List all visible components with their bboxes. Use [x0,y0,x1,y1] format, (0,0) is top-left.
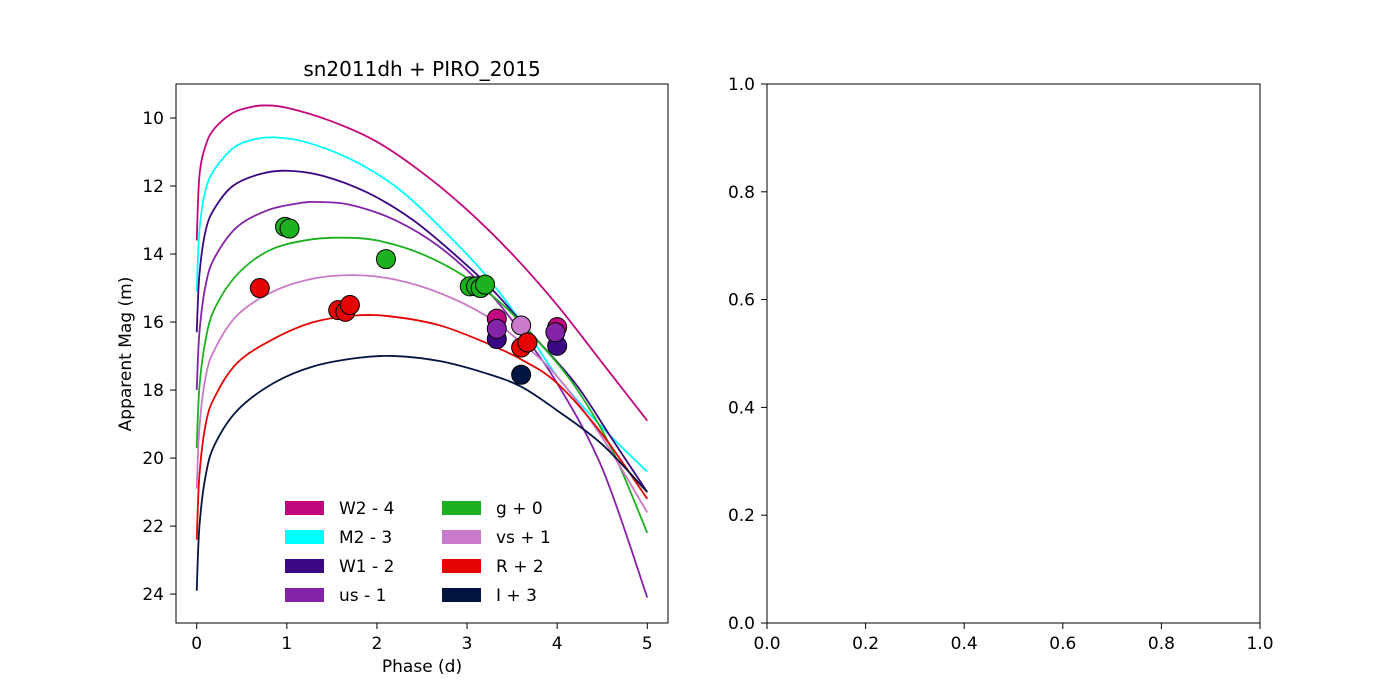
legend-swatch [285,501,324,515]
model-curve-1 [195,136,648,473]
legend-label: M2 - 3 [339,528,392,548]
data-point-3-1 [545,322,566,343]
data-point-3-0 [486,318,507,339]
model-curve-5 [195,274,649,513]
data-point-4-1 [279,218,300,239]
data-point-6-3 [339,295,360,316]
x-tick-label: 0.2 [852,634,879,654]
x-tick-label: 0.8 [1148,634,1175,654]
x-tick-label: 3 [462,634,473,654]
model-curve-4 [195,236,649,534]
y-tick-label: 0.4 [728,398,755,418]
left-x-axis-label: Phase (d) [382,657,462,677]
data-point-7-0 [511,364,532,385]
legend-label: R + 2 [496,557,544,577]
legend-swatch [442,559,481,573]
y-tick-label: 0.0 [728,614,755,634]
data-point-6-0 [249,278,270,299]
y-tick-label: 10 [142,109,164,129]
left-axes-frame [175,83,669,624]
data-point-4-2 [375,249,396,270]
data-point-4-6 [475,274,496,295]
data-point-5-0 [511,315,532,336]
y-tick-label: 0.6 [728,291,755,311]
y-tick-label: 24 [142,585,164,605]
legend-swatch [285,588,324,602]
legend-swatch [442,501,481,515]
legend-swatch [285,530,324,544]
y-tick-label: 16 [142,313,164,333]
model-curve-7 [195,354,648,591]
legend-label: W2 - 4 [339,499,394,519]
y-tick-label: 20 [142,449,164,469]
x-tick-label: 2 [372,634,383,654]
x-tick-label: 0.6 [1049,634,1076,654]
left-chart-title: sn2011dh + PIRO_2015 [303,57,540,81]
x-tick-label: 4 [552,634,563,654]
y-tick-label: 18 [142,381,164,401]
x-tick-label: 0.0 [753,634,780,654]
data-point-6-5 [517,332,538,353]
legend-swatch [442,530,481,544]
model-curve-0 [195,104,648,422]
y-tick-label: 12 [142,177,164,197]
legend-label: vs + 1 [496,528,551,548]
x-tick-label: 1 [281,634,292,654]
legend-label: us - 1 [339,586,386,606]
legend-swatch [285,559,324,573]
x-tick-label: 0 [191,634,202,654]
legend-label: g + 0 [496,499,543,519]
y-tick-label: 1.0 [728,75,755,95]
x-tick-label: 0.4 [951,634,978,654]
right-axes-ticks: 0.0 0.2 0.4 0.6 0.8 1.0 0.0 0.2 0.4 0.6 0.8 1.0 [728,75,1274,654]
legend-label: W1 - 2 [339,557,394,577]
model-curve-6 [195,314,649,540]
x-tick-label: 5 [642,634,653,654]
y-tick-label: 0.2 [728,506,755,526]
model-curve-2 [195,169,649,493]
right-axes: 0.0 0.2 0.4 0.6 0.8 1.0 0.0 0.2 0.4 0.6 0.8 1.0 [728,75,1274,654]
x-tick-label: 1.0 [1246,634,1273,654]
right-axes-frame [766,83,1261,624]
y-tick-label: 0.8 [728,183,755,203]
y-tick-label: 14 [142,245,164,265]
y-tick-label: 22 [142,517,164,537]
left-y-axis-label: Apparent Mag (m) [116,277,136,432]
legend-label: I + 3 [496,586,537,606]
legend: W2 - 4 M2 - 3 W1 - 2 us - 1 g + 0 vs + 1 R + 2… [285,499,551,606]
legend-swatch [442,588,481,602]
